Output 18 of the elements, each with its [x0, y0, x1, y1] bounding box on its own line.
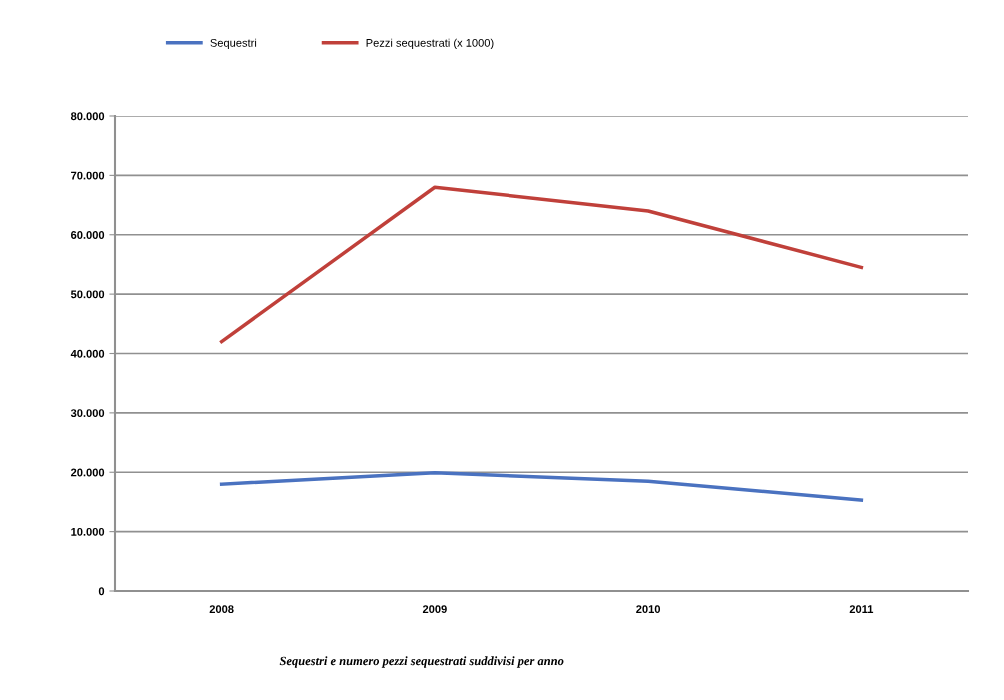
y-tick-label: 70.000 — [71, 171, 105, 180]
x-tick-label: 2011 — [849, 605, 874, 614]
y-tick-label: 30.000 — [70, 409, 105, 418]
x-tick-label: 2008 — [209, 605, 234, 614]
text: Sequestri e numero pezzi sequestrati suddivisi per anno — [279, 656, 564, 668]
y-tick-label: 80.000 — [70, 112, 105, 121]
y-tick-label: 10.000 — [71, 527, 105, 536]
y-tick-label: 40.000 — [70, 349, 105, 358]
y-tick-label: 50.000 — [70, 290, 105, 299]
x-tick-label: 2009 — [422, 605, 447, 614]
y-tick-label: 20.000 — [70, 468, 105, 477]
y-tick-label: 0 — [98, 587, 105, 596]
legend-label: Sequestri — [210, 38, 257, 49]
legend-label: Pezzi sequestrati (x 1000) — [366, 38, 494, 49]
line-series — [219, 185, 864, 344]
y-tick-label: 60.000 — [71, 231, 105, 239]
line-series — [219, 471, 864, 502]
x-tick-label: 2010 — [636, 605, 661, 614]
